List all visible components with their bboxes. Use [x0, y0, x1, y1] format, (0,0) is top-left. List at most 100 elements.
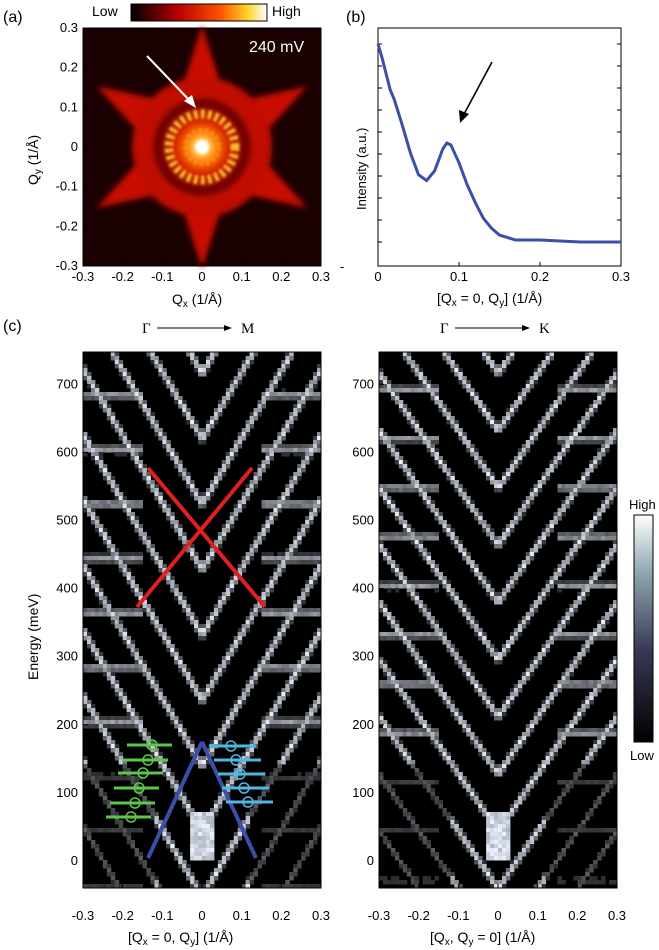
spectrogram-cell [265, 584, 270, 589]
spectrogram-cell [94, 844, 100, 849]
spectrogram-cell [581, 532, 586, 537]
spectrogram-cell [273, 668, 278, 673]
spectrogram-cell [190, 416, 195, 421]
spectrogram-cell [217, 608, 223, 613]
spectrogram-cell [134, 456, 140, 461]
spectrogram-cell [379, 600, 384, 605]
spectrogram-cell [565, 680, 570, 685]
spectrogram-cell [454, 488, 459, 493]
spectrogram-cell [241, 632, 247, 637]
spectrogram-cell [106, 732, 112, 737]
spectrogram-cell [190, 356, 195, 361]
spectrogram-cell [454, 424, 459, 429]
spectrogram-cell [593, 780, 598, 785]
spectrogram-cell [422, 440, 428, 445]
spectrogram-cell [382, 660, 388, 665]
spectrogram-cell [158, 624, 163, 629]
spectrogram-cell [470, 676, 475, 681]
spectrogram-cell [261, 444, 266, 449]
spectrogram-cell [593, 536, 598, 541]
spectrogram-cell [398, 384, 404, 389]
spectrogram-cell [577, 600, 582, 605]
spectrogram-cell [253, 540, 259, 545]
spectrogram-cell [269, 456, 274, 461]
spectrogram-cell [501, 596, 507, 601]
spectrogram-cell [509, 576, 515, 581]
spectrogram-cell [390, 728, 396, 733]
spectrogram-cell [398, 680, 404, 685]
spectrogram-cell [430, 452, 436, 457]
spectrogram-cell [313, 664, 318, 669]
spectrogram-cell [309, 448, 314, 453]
spectrogram-cell [402, 536, 408, 541]
spectrogram-cell [446, 352, 451, 357]
spectrogram-cell [194, 356, 199, 361]
spectrogram-cell [198, 816, 203, 821]
spectrogram-cell [106, 740, 112, 745]
spectrogram-cell [545, 648, 551, 653]
spectrogram-cell [450, 592, 455, 597]
spectrogram-cell [241, 504, 247, 509]
spectrogram-cell [277, 696, 282, 701]
a-ytick-label: -0.2 [56, 218, 78, 233]
spectrogram-cell [98, 772, 104, 777]
spectrogram-cell [265, 588, 270, 593]
spectrogram-cell [553, 572, 558, 577]
spectrogram-cell [597, 684, 602, 689]
spectrogram-cell [529, 496, 535, 501]
spectrogram-cell [213, 604, 219, 609]
spectrogram-cell [577, 584, 582, 589]
spectrogram-cell [86, 560, 92, 565]
spectrogram-cell [305, 848, 310, 853]
spectrogram-cell [118, 692, 124, 697]
spectrogram-cell [277, 828, 282, 833]
spectrogram-cell [434, 508, 439, 513]
spectrogram-cell [94, 724, 100, 729]
spectrogram-cell [317, 636, 322, 641]
spectrogram-cell [130, 664, 136, 669]
spectrogram-cell [205, 492, 211, 497]
spectrogram-cell [86, 668, 92, 673]
spectrogram-cell [418, 380, 424, 385]
spectrogram-cell [410, 732, 416, 737]
spectrogram-cell [545, 412, 551, 417]
spectrogram-cell [106, 672, 112, 677]
spectrogram-cell [265, 884, 270, 889]
spectrogram-cell [118, 452, 124, 457]
spectrogram-cell [557, 512, 562, 517]
spectrogram-cell [301, 552, 306, 557]
spectrogram-cell [394, 796, 400, 801]
spectrogram-cell [190, 840, 195, 845]
spectrogram-cell [174, 656, 179, 661]
spectrogram-cell [245, 748, 251, 753]
spectrogram-cell [577, 364, 582, 369]
spectrogram-cell [482, 464, 487, 469]
spectrogram-cell [478, 684, 483, 689]
spectrogram-cell [134, 828, 140, 833]
spectrogram-cell [414, 364, 420, 369]
spectrogram-cell [490, 364, 495, 369]
spectrogram-cell [406, 584, 412, 589]
spectrogram-cell [83, 500, 88, 505]
spectrogram-cell [505, 352, 511, 357]
spectrogram-cell [162, 832, 167, 837]
spectrogram-cell [414, 768, 420, 773]
spectrogram-cell [281, 436, 286, 441]
spectrogram-cell [414, 884, 420, 889]
spectrogram-cell [198, 428, 203, 433]
spectrogram-cell [122, 496, 128, 501]
spectrogram-cell [202, 432, 207, 437]
spectrogram-cell [529, 488, 535, 493]
spectrogram-cell [390, 880, 396, 885]
spectrogram-cell [410, 532, 416, 537]
spectrogram-cell [194, 848, 199, 853]
spectrogram-cell [225, 596, 231, 601]
spectrogram-cell [86, 568, 92, 573]
spectrogram-cell [313, 772, 318, 777]
spectrogram-cell [269, 520, 274, 525]
spectrogram-cell [406, 752, 412, 757]
spectrogram-cell [86, 720, 92, 725]
spectrogram-cell [525, 792, 531, 797]
spectrogram-cell [225, 848, 231, 853]
spectrogram-cell [406, 384, 412, 389]
